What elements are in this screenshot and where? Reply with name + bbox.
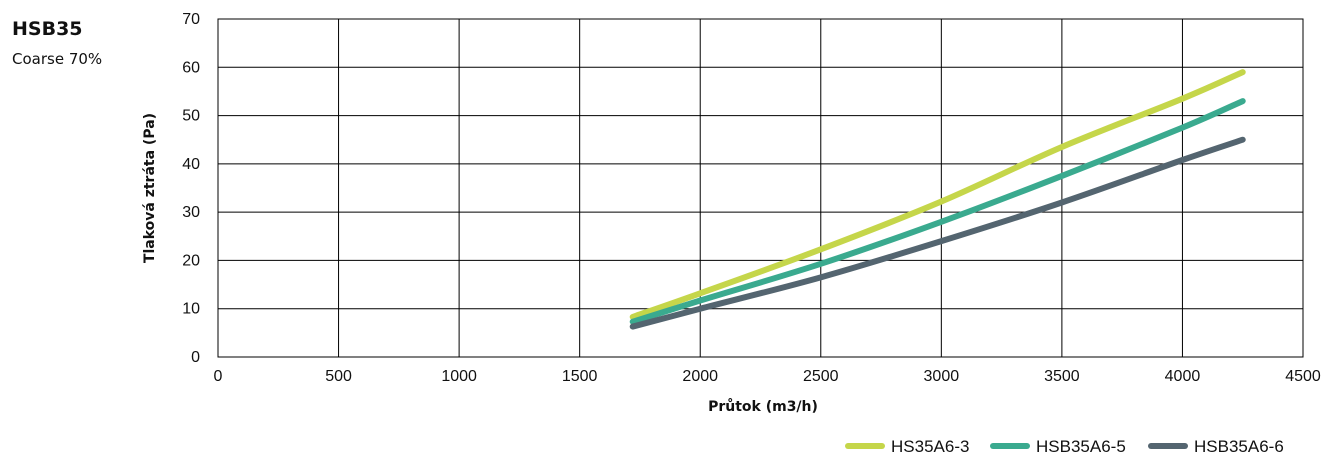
x-tick-label: 500: [325, 368, 352, 385]
y-tick-label: 30: [182, 204, 200, 221]
x-axis-label: Průtok (m3/h): [708, 398, 818, 415]
y-tick-label: 20: [182, 252, 200, 269]
x-tick-label: 1500: [562, 368, 598, 385]
x-tick-label: 3500: [1044, 368, 1080, 385]
legend-item: HS35A6-3: [845, 437, 969, 456]
plot-frame: [217, 18, 1304, 358]
x-tick-label: 0: [214, 368, 223, 385]
legend-label: HSB35A6-6: [1194, 437, 1284, 456]
chart-title: HSB35: [12, 18, 83, 40]
x-tick-label: 2500: [803, 368, 839, 385]
y-axis-label: Tlaková ztráta (Pa): [142, 113, 158, 263]
y-tick-label: 60: [182, 59, 200, 76]
x-tick-label: 4500: [1285, 368, 1321, 385]
legend: HS35A6-3 HSB35A6-5 HSB35A6-6: [845, 437, 1284, 456]
y-tick-label: 50: [182, 108, 200, 125]
series-line-1: [629, 69, 1246, 320]
y-tick-label: 70: [182, 11, 200, 28]
y-tick-label: 10: [182, 301, 200, 318]
y-tick-labels: 0 10 20 30 40 50 60 70: [182, 11, 200, 366]
legend-item: HSB35A6-6: [1148, 437, 1284, 456]
chart-subtitle: Coarse 70%: [12, 50, 103, 68]
series-lines: [629, 69, 1246, 330]
x-tick-labels: 0 500 1000 1500 2000 2500 3000 3500 4000 4500: [214, 368, 1321, 385]
y-tick-label: 40: [182, 156, 200, 173]
series-line-3: [629, 136, 1246, 330]
series-line-2: [629, 98, 1246, 325]
x-tick-label: 2000: [682, 368, 718, 385]
grid-lines: [217, 18, 1304, 358]
legend-label: HSB35A6-5: [1036, 437, 1126, 456]
x-tick-label: 3000: [924, 368, 960, 385]
x-tick-label: 4000: [1165, 368, 1201, 385]
legend-item: HSB35A6-5: [990, 437, 1126, 456]
y-tick-label: 0: [191, 349, 200, 366]
x-tick-label: 1000: [441, 368, 477, 385]
legend-label: HS35A6-3: [891, 437, 969, 456]
